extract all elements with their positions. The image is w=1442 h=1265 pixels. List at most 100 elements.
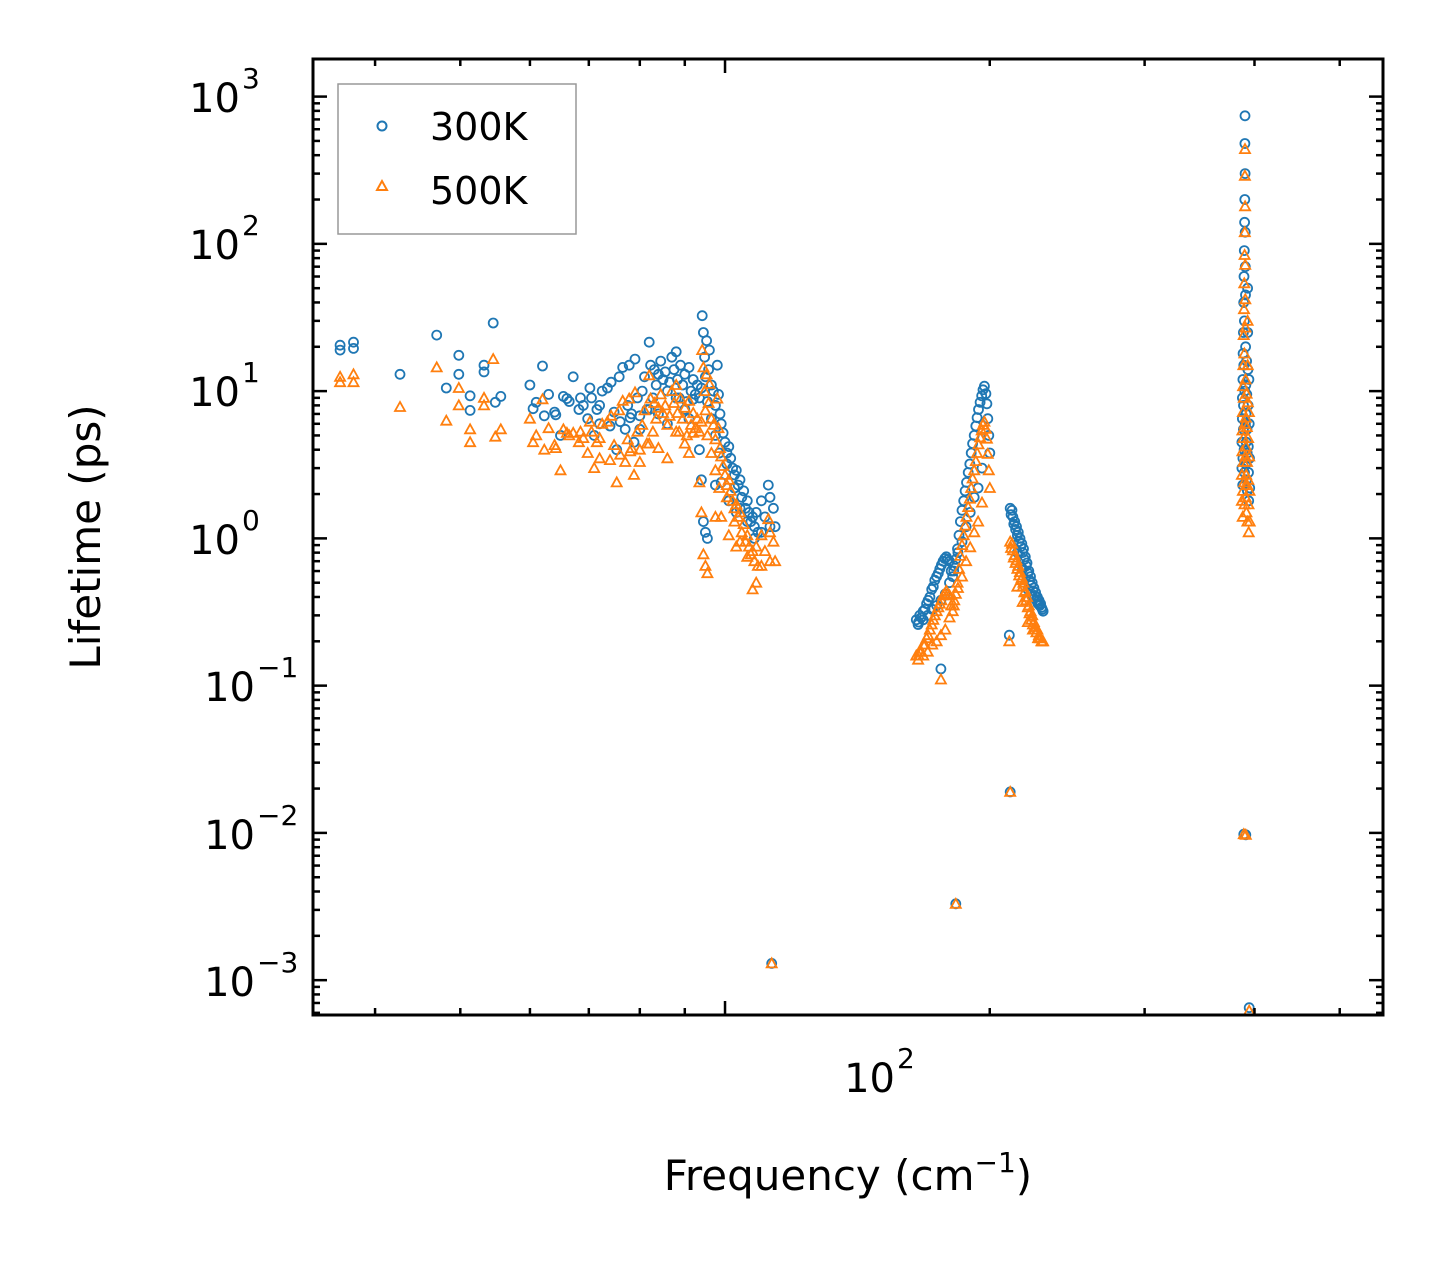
data-point-500k xyxy=(955,569,969,582)
data-point-500k xyxy=(477,398,491,411)
data-point-500k xyxy=(710,391,724,404)
data-point-300k xyxy=(927,581,939,593)
data-point-300k xyxy=(711,359,723,371)
data-point-500k xyxy=(695,343,709,356)
data-point-500k xyxy=(630,424,644,437)
data-point-500k xyxy=(692,424,706,437)
data-point-300k xyxy=(348,336,359,348)
y-tick-label-base-e-3: 10 xyxy=(204,960,255,1006)
data-point-300k xyxy=(643,336,655,348)
data-point-500k xyxy=(678,436,692,449)
data-point-500k xyxy=(947,598,961,611)
data-point-500k xyxy=(1237,328,1251,341)
data-point-300k xyxy=(696,310,708,322)
y-tick-label-exp-e2: 2 xyxy=(242,209,260,242)
legend-marker-500k xyxy=(375,178,389,191)
data-point-500k xyxy=(934,628,948,641)
data-point-500k xyxy=(669,378,683,390)
data-point-500k xyxy=(651,441,665,454)
data-point-500k xyxy=(1238,142,1252,155)
x-axis-title-exp: −1 xyxy=(975,1146,1016,1179)
data-point-300k xyxy=(981,398,993,410)
y-tick-label: 10 2 xyxy=(189,209,260,269)
data-point-300k xyxy=(487,317,499,329)
data-point-500k xyxy=(439,413,453,426)
y-tick-label-base-e1: 10 xyxy=(189,370,240,416)
data-point-300k xyxy=(714,408,726,420)
data-point-500k xyxy=(963,540,977,553)
legend-marker-300k xyxy=(376,120,388,132)
data-point-300k xyxy=(1003,629,1015,641)
data-point-300k xyxy=(478,366,490,378)
data-point-500k xyxy=(727,514,742,527)
data-point-500k xyxy=(584,424,599,437)
data-point-500k xyxy=(765,956,779,969)
data-point-500k xyxy=(971,514,985,527)
data-point-500k xyxy=(980,431,994,444)
data-point-500k xyxy=(761,512,775,525)
data-point-500k xyxy=(1237,346,1251,359)
data-point-500k xyxy=(981,446,995,459)
data-point-300k xyxy=(489,396,501,408)
data-point-500k xyxy=(607,438,621,451)
data-point-500k xyxy=(930,634,944,647)
data-point-500k xyxy=(1020,590,1034,602)
data-point-500k xyxy=(612,403,626,416)
data-point-300k xyxy=(538,410,550,422)
data-point-500k xyxy=(946,604,960,617)
data-point-500k xyxy=(959,510,974,522)
data-point-500k xyxy=(1002,634,1016,647)
data-point-500k xyxy=(486,352,500,365)
data-point-500k xyxy=(621,432,635,445)
data-point-500k xyxy=(947,593,961,606)
data-point-300k xyxy=(527,403,539,415)
data-point-500k xyxy=(623,444,637,457)
data-point-500k xyxy=(463,435,477,448)
data-point-300k xyxy=(563,396,575,407)
data-point-500k xyxy=(1241,472,1255,485)
data-point-500k xyxy=(758,544,772,556)
data-point-500k xyxy=(950,575,965,588)
data-point-500k xyxy=(698,403,712,416)
data-point-500k xyxy=(346,375,361,388)
data-point-500k xyxy=(535,392,550,405)
data-point-500k xyxy=(1238,168,1252,181)
data-point-500k xyxy=(714,449,728,462)
data-point-500k xyxy=(958,518,972,531)
data-point-500k xyxy=(573,424,588,437)
data-point-500k xyxy=(706,418,720,430)
data-point-500k xyxy=(1016,575,1031,588)
data-point-500k xyxy=(603,453,617,466)
data-point-500k xyxy=(1242,525,1256,538)
data-point-500k xyxy=(1241,314,1255,326)
data-point-500k xyxy=(708,463,722,476)
data-point-300k xyxy=(694,444,705,456)
points-layer xyxy=(333,110,1257,1016)
data-point-500k xyxy=(959,554,973,567)
data-point-500k xyxy=(1003,785,1017,797)
data-point-300k xyxy=(1238,271,1250,282)
y-tick-label: 10 −2 xyxy=(204,799,298,859)
data-point-300k xyxy=(650,379,662,391)
data-point-500k xyxy=(953,549,967,561)
y-tick-label-base-e2: 10 xyxy=(189,223,240,269)
data-point-500k xyxy=(737,517,751,529)
data-point-500k xyxy=(1239,372,1253,385)
data-point-300k xyxy=(696,474,707,486)
data-point-300k xyxy=(634,410,646,422)
data-point-300k xyxy=(1037,605,1049,617)
data-point-500k xyxy=(686,406,700,418)
data-point-300k xyxy=(639,371,650,383)
data-point-500k xyxy=(665,384,679,397)
data-point-500k xyxy=(676,411,690,424)
data-point-300k xyxy=(1239,168,1251,180)
data-point-500k xyxy=(529,428,543,441)
data-point-300k xyxy=(734,474,746,486)
data-point-500k xyxy=(700,428,714,441)
data-point-500k xyxy=(957,528,971,541)
data-point-500k xyxy=(1242,449,1256,462)
data-point-500k xyxy=(642,368,656,381)
data-point-300k xyxy=(550,409,562,421)
data-point-300k xyxy=(617,361,629,373)
